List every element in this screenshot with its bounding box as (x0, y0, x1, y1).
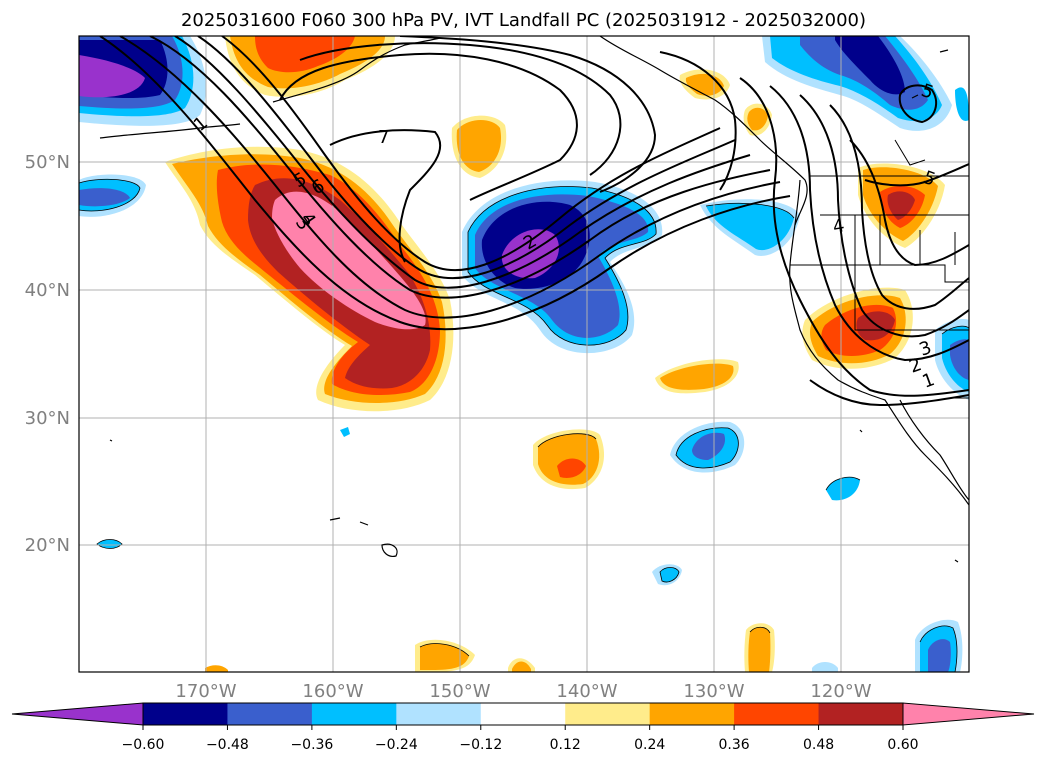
colorbar-segment (565, 703, 651, 725)
colorbar-segment (143, 703, 228, 725)
colorbar-frame (142, 702, 904, 726)
colorbar-tick-label: −0.48 (206, 737, 249, 753)
anomaly-outlines (79, 178, 969, 672)
contour-label: 7 (378, 127, 389, 148)
map-title: 2025031600 F060 300 hPa PV, IVT Landfall… (180, 10, 867, 31)
colorbar-tick-label: 0.60 (887, 737, 918, 753)
colorbar-tick-label: −0.24 (375, 737, 418, 753)
colorbar-tick-label: −0.36 (290, 737, 333, 753)
map-area: 7 6 5 4 3 2 5 5 4 3 2 1 1 (79, 36, 969, 672)
negative-anomaly-east (700, 199, 969, 400)
colorbar-ticks (142, 725, 904, 730)
colorbar-tick-label: 0.36 (719, 737, 750, 753)
colorbar-segment (227, 703, 313, 725)
latitude-label: 40°N (25, 280, 70, 301)
colorbar-tick-labels: −0.60 −0.48 −0.36 −0.24 −0.12 0.12 0.24 … (122, 737, 919, 753)
longitude-label: 170°W (175, 681, 236, 702)
negative-anomaly-northeast (762, 36, 969, 131)
latitude-label: 50°N (25, 152, 70, 173)
colorbar-tick-label: −0.12 (459, 737, 502, 753)
latitude-label: 30°N (25, 408, 70, 429)
longitude-label: 160°W (302, 681, 363, 702)
longitude-label: 120°W (810, 681, 871, 702)
colorbar-segment (734, 703, 820, 725)
colorbar-extend-left (12, 703, 143, 725)
colorbar-segment (396, 703, 482, 725)
positive-anomaly-east (802, 163, 945, 369)
colorbar-segment (480, 703, 566, 725)
map-frame (78, 35, 970, 673)
contour-label: 4 (831, 215, 846, 238)
colorbar-tick-label: 0.48 (803, 737, 834, 753)
colorbar-segment (311, 703, 397, 725)
colorbar-segment (649, 703, 735, 725)
colorbar: −0.60 −0.48 −0.36 −0.24 −0.12 0.12 0.24 … (11, 702, 1035, 753)
gridlines (79, 36, 969, 672)
colorbar-tick-label: 0.24 (634, 737, 665, 753)
longitude-labels: 170°W 160°W 150°W 140°W 130°W 120°W (175, 681, 871, 702)
positive-anomaly-main (165, 146, 454, 412)
negative-anomaly-small-patches (79, 174, 963, 672)
pv-contours (99, 36, 969, 407)
colorbar-segment (818, 703, 904, 725)
longitude-label: 130°W (683, 681, 744, 702)
latitude-label: 20°N (25, 535, 70, 556)
longitude-label: 140°W (556, 681, 617, 702)
longitude-label: 150°W (429, 681, 490, 702)
colorbar-tick-label: −0.60 (122, 737, 165, 753)
colorbar-segments (12, 703, 1034, 725)
latitude-labels: 50°N 40°N 30°N 20°N (25, 152, 70, 556)
colorbar-tick-label: 0.12 (550, 737, 581, 753)
colorbar-extend-right (903, 703, 1034, 725)
